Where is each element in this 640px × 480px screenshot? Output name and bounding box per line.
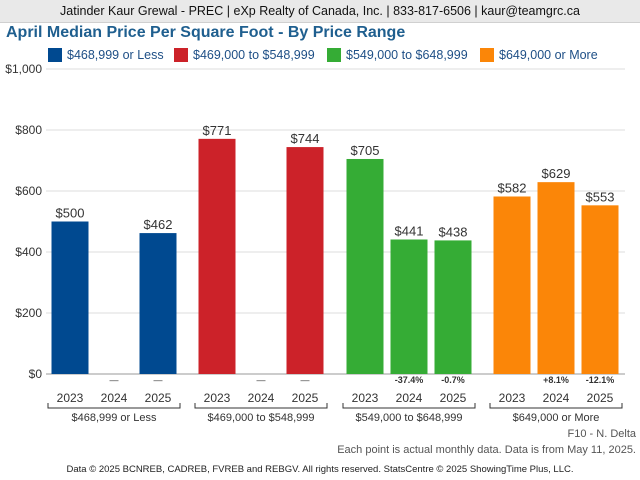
x-tick-label: 2025 [145, 391, 172, 405]
change-label: -12.1% [586, 375, 615, 385]
agent-header: Jatinder Kaur Grewal - PREC | eXp Realty… [0, 0, 640, 23]
x-tick-label: 2023 [499, 391, 526, 405]
y-tick-label: $0 [29, 367, 43, 381]
x-tick-label: 2025 [440, 391, 467, 405]
bar [51, 221, 89, 374]
group-label: $549,000 to $648,999 [355, 412, 462, 424]
group-label: $468,999 or Less [71, 412, 157, 424]
change-label: +8.1% [543, 375, 569, 385]
x-tick-label: 2023 [57, 391, 84, 405]
bar [198, 138, 236, 374]
bar [286, 147, 324, 374]
legend-item-468999-or-less: $468,999 or Less [48, 46, 164, 64]
legend-swatch [48, 48, 62, 62]
y-tick-label: $200 [15, 306, 42, 320]
group-bracket [342, 403, 476, 409]
group-label: $469,000 to $548,999 [207, 412, 314, 424]
legend-item-649000-or-more: $649,000 or More [480, 46, 598, 64]
group-bracket [47, 403, 181, 409]
legend-item-469000-to-548999: $469,000 to $548,999 [174, 46, 315, 64]
group-bracket [194, 403, 328, 409]
bar [346, 158, 384, 374]
data-label: $582 [498, 180, 527, 195]
data-label: $629 [542, 166, 571, 181]
x-tick-label: 2023 [352, 391, 379, 405]
x-tick-label: 2025 [587, 391, 614, 405]
bar [493, 196, 531, 374]
data-label: $771 [203, 123, 232, 138]
bar [434, 240, 472, 374]
data-label: $462 [144, 217, 173, 232]
x-tick-label: 2023 [204, 391, 231, 405]
y-tick-label: $600 [15, 184, 42, 198]
attribution: Data © 2025 BCNREB, CADREB, FVREB and RE… [66, 464, 574, 475]
data-label: $744 [291, 131, 320, 146]
data-label: $553 [586, 189, 615, 204]
legend: $468,999 or Less $469,000 to $548,999 $5… [48, 46, 640, 64]
y-tick-label: $400 [15, 245, 42, 259]
bar-chart: $0 $200 $400 $600 $800 $1,000 $500 2023 — 2024 $46… [5, 62, 625, 424]
x-tick-label: 2024 [396, 391, 423, 405]
data-label: $705 [351, 143, 380, 158]
legend-swatch [480, 48, 494, 62]
chart-title: April Median Price Per Square Foot - By … [6, 24, 406, 41]
y-tick-label: $1,000 [5, 62, 42, 76]
change-label: — [110, 375, 119, 385]
data-label: $438 [439, 224, 468, 239]
group-label: $649,000 or More [513, 412, 600, 424]
change-label: -0.7% [441, 375, 465, 385]
data-note: Each point is actual monthly data. Data … [337, 444, 636, 456]
group-bracket [489, 403, 623, 409]
bar [581, 205, 619, 374]
x-tick-label: 2025 [292, 391, 319, 405]
bar [139, 233, 177, 374]
area-name: F10 - N. Delta [567, 428, 636, 440]
legend-label: $468,999 or Less [67, 48, 164, 62]
bar [537, 182, 575, 374]
legend-swatch [174, 48, 188, 62]
legend-label: $549,000 to $648,999 [346, 48, 468, 62]
y-tick-label: $800 [15, 123, 42, 137]
data-label: $441 [395, 223, 424, 238]
change-label: — [154, 375, 163, 385]
legend-label: $469,000 to $548,999 [193, 48, 315, 62]
x-tick-label: 2024 [101, 391, 128, 405]
x-tick-label: 2024 [248, 391, 275, 405]
change-label: — [257, 375, 266, 385]
legend-label: $649,000 or More [499, 48, 598, 62]
legend-swatch [327, 48, 341, 62]
legend-item-549000-to-648999: $549,000 to $648,999 [327, 46, 468, 64]
change-label: -37.4% [395, 375, 424, 385]
data-label: $500 [56, 206, 85, 221]
x-tick-label: 2024 [543, 391, 570, 405]
change-label: — [301, 375, 310, 385]
bar [390, 239, 428, 374]
